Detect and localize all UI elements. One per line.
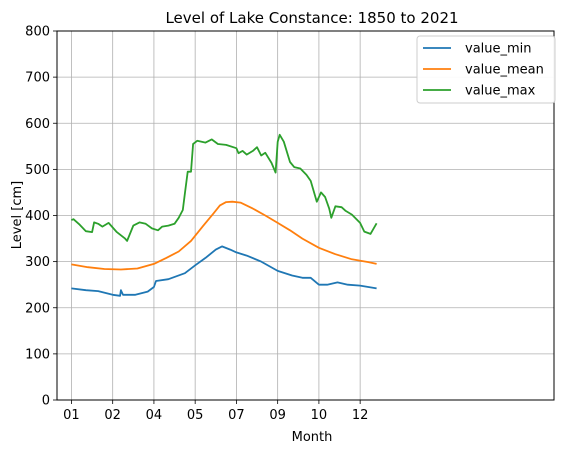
tick-layer: 0 100 200 300 400 500 600 700 800 01 02 04 05 07 09 10 1…	[25, 25, 368, 424]
x-tick-label: 07	[228, 408, 245, 423]
x-tick-label: 01	[63, 408, 80, 423]
x-tick-label: 09	[269, 408, 286, 423]
legend-label-value_max: value_max	[465, 84, 536, 99]
x-tick-label: 04	[146, 408, 163, 423]
x-tick-label: 02	[104, 408, 121, 423]
series-line-value_mean	[71, 200, 377, 271]
y-tick-label: 600	[25, 117, 50, 132]
legend-label-value_min: value_min	[465, 42, 532, 57]
y-tick-label: 200	[25, 301, 50, 316]
y-tick-label: 800	[25, 25, 50, 40]
y-tick-label: 0	[42, 394, 50, 409]
x-tick-label: 12	[352, 408, 369, 423]
y-tick-label: 400	[25, 209, 50, 224]
series-layer	[71, 133, 378, 297]
legend: value_min value_mean value_max	[416, 35, 556, 104]
y-axis-label: Level [cm]	[10, 181, 25, 249]
x-tick-label: 10	[311, 408, 328, 423]
series-line-value_min	[71, 245, 377, 297]
series-line-value_max	[71, 133, 378, 242]
x-tick-label: 05	[187, 408, 204, 423]
legend-box	[416, 35, 556, 104]
legend-label-value_mean: value_mean	[465, 63, 544, 78]
x-axis-label: Month	[292, 430, 333, 445]
y-tick-label: 500	[25, 163, 50, 178]
grid-layer	[57, 30, 554, 401]
y-tick-label: 100	[25, 347, 50, 362]
y-tick-label: 300	[25, 255, 50, 270]
y-tick-label: 700	[25, 71, 50, 86]
chart-title: Level of Lake Constance: 1850 to 2021	[165, 9, 458, 27]
